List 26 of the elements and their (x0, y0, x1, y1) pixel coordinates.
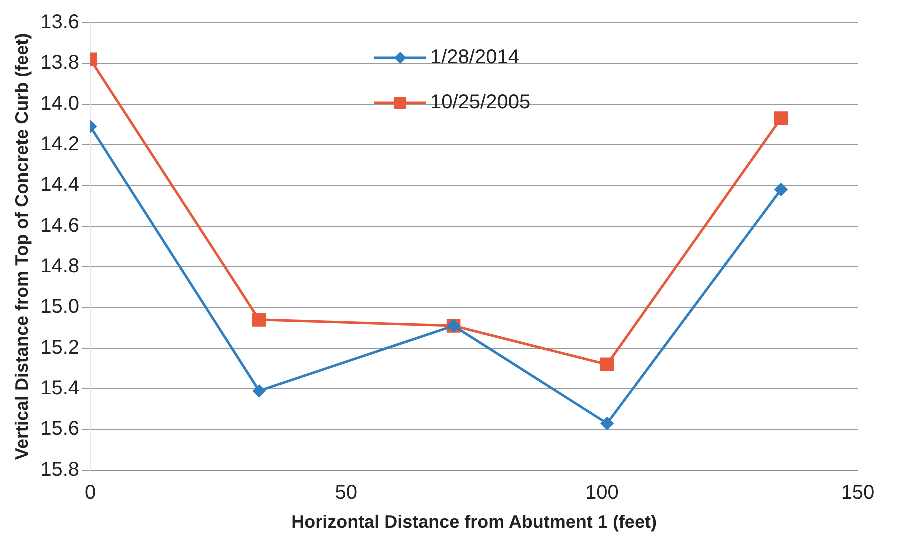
y-tick-label: 15.6 (40, 418, 80, 440)
point (252, 313, 266, 327)
x-tick-label: 0 (84, 482, 96, 504)
x-tick-label: 150 (841, 482, 875, 504)
y-tick-label: 13.8 (40, 52, 80, 74)
x-tick-label: 100 (585, 482, 619, 504)
y-tick-label: 14.2 (40, 134, 80, 156)
y-tick-label: 13.6 (40, 12, 80, 34)
y-tick-label: 14.4 (40, 174, 80, 196)
y-tick-label: 15.2 (40, 336, 80, 359)
y-tick-label: 15.4 (40, 378, 80, 400)
y-tick-label: 15.8 (40, 458, 80, 481)
y-axis-title: Vertical Distance from Top of Concrete Curb (feet) (12, 33, 32, 460)
y-tick-label: 14.0 (40, 92, 80, 115)
y-tick-label: 14.6 (40, 214, 80, 237)
point (253, 384, 266, 398)
point (774, 112, 788, 126)
point (601, 417, 614, 430)
legend-label: 1/28/2014 (430, 46, 520, 69)
x-axis-title: Horizontal Distance from Abutment 1 (feet) (292, 512, 657, 532)
x-tick-label: 50 (335, 482, 358, 504)
legend-label: 10/25/2005 (430, 92, 531, 114)
point (600, 358, 614, 372)
point (775, 184, 788, 196)
y-tick-label: 15.0 (40, 296, 80, 318)
y-tick-label: 14.8 (40, 256, 80, 278)
